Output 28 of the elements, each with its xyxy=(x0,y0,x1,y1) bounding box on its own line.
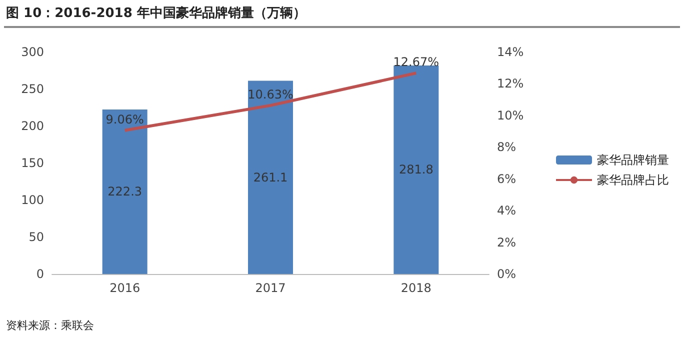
data-label: 9.06% xyxy=(106,112,144,126)
data-label: 12.67% xyxy=(393,55,440,70)
data-label: 222.3 xyxy=(108,184,142,199)
data-label: 281.8 xyxy=(398,162,434,177)
y-tick-label: 100 xyxy=(21,193,44,207)
y2-tick-label: 8% xyxy=(497,140,516,154)
x-tick-label: 2018 xyxy=(400,281,432,295)
legend-label: 豪华品牌销量 xyxy=(597,153,669,167)
y2-tick-label: 0% xyxy=(497,267,516,281)
y-tick-label: 150 xyxy=(21,156,44,170)
y2-tick-label: 4% xyxy=(497,204,516,218)
chart-title: 图 10：2016-2018 年中国豪华品牌销量（万辆） xyxy=(6,5,306,22)
data-label: 10.63% xyxy=(248,87,294,102)
x-tick-label: 2016 xyxy=(110,281,140,295)
data-label: 261.1 xyxy=(253,170,288,184)
y-tick-label: 250 xyxy=(21,82,44,96)
y2-tick-label: 6% xyxy=(497,172,516,186)
y2-tick-label: 12% xyxy=(497,76,524,91)
y2-tick-label: 2% xyxy=(497,235,516,250)
x-tick-label: 2017 xyxy=(255,281,286,295)
y-tick-label: 300 xyxy=(21,45,44,59)
text: 资料来源：乘联会 xyxy=(6,318,94,333)
y-tick-label: 50 xyxy=(28,230,44,244)
legend-label: 豪华品牌占比 xyxy=(597,173,669,187)
y-tick-label: 200 xyxy=(21,119,44,133)
y2-tick-label: 10% xyxy=(497,108,524,122)
y-tick-label: 0 xyxy=(36,267,44,281)
y2-tick-label: 14% xyxy=(497,45,524,59)
